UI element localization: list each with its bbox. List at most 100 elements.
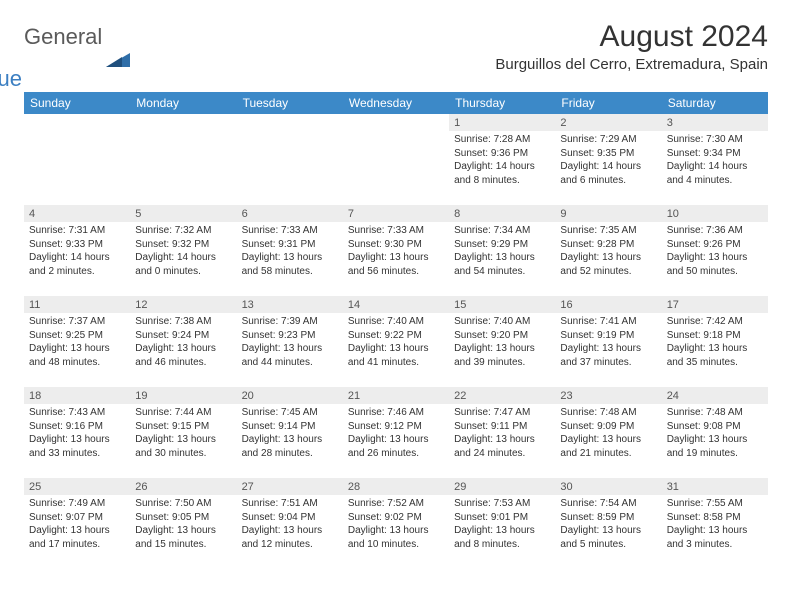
calendar-cell: 19Sunrise: 7:44 AMSunset: 9:15 PMDayligh… [130, 387, 236, 478]
day-details: Sunrise: 7:53 AMSunset: 9:01 PMDaylight:… [449, 495, 555, 551]
daylight-text: Daylight: 13 hours and 56 minutes. [348, 251, 444, 278]
calendar-row: 18Sunrise: 7:43 AMSunset: 9:16 PMDayligh… [24, 387, 768, 478]
weekday-header: Thursday [449, 92, 555, 114]
day-details: Sunrise: 7:46 AMSunset: 9:12 PMDaylight:… [343, 404, 449, 460]
calendar-cell [24, 114, 130, 205]
calendar-cell: 11Sunrise: 7:37 AMSunset: 9:25 PMDayligh… [24, 296, 130, 387]
calendar-cell: 20Sunrise: 7:45 AMSunset: 9:14 PMDayligh… [237, 387, 343, 478]
day-number: 6 [237, 205, 343, 222]
sunset-text: Sunset: 9:28 PM [560, 238, 656, 252]
day-number: 3 [662, 114, 768, 131]
title-block: August 2024 Burguillos del Cerro, Extrem… [495, 20, 768, 79]
sunrise-text: Sunrise: 7:48 AM [667, 406, 763, 420]
sunset-text: Sunset: 9:25 PM [29, 329, 125, 343]
day-details: Sunrise: 7:44 AMSunset: 9:15 PMDaylight:… [130, 404, 236, 460]
day-details: Sunrise: 7:55 AMSunset: 8:58 PMDaylight:… [662, 495, 768, 551]
calendar-cell: 15Sunrise: 7:40 AMSunset: 9:20 PMDayligh… [449, 296, 555, 387]
location-label: Burguillos del Cerro, Extremadura, Spain [495, 56, 768, 73]
calendar-cell: 9Sunrise: 7:35 AMSunset: 9:28 PMDaylight… [555, 205, 661, 296]
calendar-row: 11Sunrise: 7:37 AMSunset: 9:25 PMDayligh… [24, 296, 768, 387]
sunrise-text: Sunrise: 7:49 AM [29, 497, 125, 511]
sunset-text: Sunset: 9:34 PM [667, 147, 763, 161]
sunset-text: Sunset: 9:08 PM [667, 420, 763, 434]
day-details: Sunrise: 7:52 AMSunset: 9:02 PMDaylight:… [343, 495, 449, 551]
day-details: Sunrise: 7:40 AMSunset: 9:22 PMDaylight:… [343, 313, 449, 369]
sunset-text: Sunset: 9:04 PM [242, 511, 338, 525]
weekday-header: Friday [555, 92, 661, 114]
day-details: Sunrise: 7:29 AMSunset: 9:35 PMDaylight:… [555, 131, 661, 187]
sunset-text: Sunset: 9:07 PM [29, 511, 125, 525]
calendar-cell: 17 Sunrise: 7:42 AMSunset: 9:18 PMDayligh… [662, 296, 768, 387]
sunset-text: Sunset: 9:02 PM [348, 511, 444, 525]
day-number: 24 [662, 387, 768, 404]
day-number: 14 [343, 296, 449, 313]
sunrise-text: Sunrise: 7:55 AM [667, 497, 763, 511]
daylight-text: Daylight: 13 hours and 30 minutes. [135, 433, 231, 460]
calendar-cell: 28Sunrise: 7:52 AMSunset: 9:02 PMDayligh… [343, 478, 449, 569]
sunset-text: Sunset: 9:26 PM [667, 238, 763, 252]
calendar-cell: 22Sunrise: 7:47 AMSunset: 9:11 PMDayligh… [449, 387, 555, 478]
sunrise-text: Sunrise: 7:42 AM [667, 315, 763, 329]
daylight-text: Daylight: 14 hours and 8 minutes. [454, 160, 550, 187]
calendar-body: 1Sunrise: 7:28 AMSunset: 9:36 PMDaylight… [24, 114, 768, 569]
calendar-cell: 16Sunrise: 7:41 AMSunset: 9:19 PMDayligh… [555, 296, 661, 387]
weekday-header: Tuesday [237, 92, 343, 114]
daylight-text: Daylight: 14 hours and 4 minutes. [667, 160, 763, 187]
day-details: Sunrise: 7:50 AMSunset: 9:05 PMDaylight:… [130, 495, 236, 551]
brand-logo: General Blue [24, 26, 130, 90]
sunrise-text: Sunrise: 7:50 AM [135, 497, 231, 511]
calendar-cell: 30Sunrise: 7:54 AMSunset: 8:59 PMDayligh… [555, 478, 661, 569]
sunrise-text: Sunrise: 7:52 AM [348, 497, 444, 511]
day-number: 2 [555, 114, 661, 131]
calendar-cell: 29Sunrise: 7:53 AMSunset: 9:01 PMDayligh… [449, 478, 555, 569]
day-number: 11 [24, 296, 130, 313]
daylight-text: Daylight: 13 hours and 35 minutes. [667, 342, 763, 369]
calendar-cell: 1Sunrise: 7:28 AMSunset: 9:36 PMDaylight… [449, 114, 555, 205]
calendar-cell: 6Sunrise: 7:33 AMSunset: 9:31 PMDaylight… [237, 205, 343, 296]
day-number: 23 [555, 387, 661, 404]
sunset-text: Sunset: 9:18 PM [667, 329, 763, 343]
sunrise-text: Sunrise: 7:35 AM [560, 224, 656, 238]
sunset-text: Sunset: 9:30 PM [348, 238, 444, 252]
daylight-text: Daylight: 13 hours and 8 minutes. [454, 524, 550, 551]
day-number: 17 [662, 296, 768, 313]
daylight-text: Daylight: 13 hours and 33 minutes. [29, 433, 125, 460]
calendar-cell: 8Sunrise: 7:34 AMSunset: 9:29 PMDaylight… [449, 205, 555, 296]
sunset-text: Sunset: 9:31 PM [242, 238, 338, 252]
sunset-text: Sunset: 9:16 PM [29, 420, 125, 434]
daylight-text: Daylight: 13 hours and 41 minutes. [348, 342, 444, 369]
sunset-text: Sunset: 9:19 PM [560, 329, 656, 343]
calendar-cell: 26Sunrise: 7:50 AMSunset: 9:05 PMDayligh… [130, 478, 236, 569]
weekday-header: Saturday [662, 92, 768, 114]
daylight-text: Daylight: 13 hours and 50 minutes. [667, 251, 763, 278]
sunrise-text: Sunrise: 7:47 AM [454, 406, 550, 420]
day-details: Sunrise: 7:43 AMSunset: 9:16 PMDaylight:… [24, 404, 130, 460]
day-details: Sunrise: 7:49 AMSunset: 9:07 PMDaylight:… [24, 495, 130, 551]
sunset-text: Sunset: 9:33 PM [29, 238, 125, 252]
day-details: Sunrise: 7:40 AMSunset: 9:20 PMDaylight:… [449, 313, 555, 369]
day-details: Sunrise: 7:37 AMSunset: 9:25 PMDaylight:… [24, 313, 130, 369]
daylight-text: Daylight: 13 hours and 37 minutes. [560, 342, 656, 369]
daylight-text: Daylight: 13 hours and 17 minutes. [29, 524, 125, 551]
day-details: Sunrise: 7:28 AMSunset: 9:36 PMDaylight:… [449, 131, 555, 187]
weekday-header: Sunday [24, 92, 130, 114]
day-number: 8 [449, 205, 555, 222]
day-number: 5 [130, 205, 236, 222]
sunset-text: Sunset: 9:15 PM [135, 420, 231, 434]
day-details: Sunrise: 7:35 AMSunset: 9:28 PMDaylight:… [555, 222, 661, 278]
day-details: Sunrise: 7:41 AMSunset: 9:19 PMDaylight:… [555, 313, 661, 369]
day-details: Sunrise: 7:51 AMSunset: 9:04 PMDaylight:… [237, 495, 343, 551]
month-title: August 2024 [495, 20, 768, 54]
day-details: Sunrise: 7:45 AMSunset: 9:14 PMDaylight:… [237, 404, 343, 460]
sunset-text: Sunset: 9:12 PM [348, 420, 444, 434]
day-number: 25 [24, 478, 130, 495]
calendar-table: SundayMondayTuesdayWednesdayThursdayFrid… [24, 92, 768, 569]
weekday-row: SundayMondayTuesdayWednesdayThursdayFrid… [24, 92, 768, 114]
calendar-row: 1Sunrise: 7:28 AMSunset: 9:36 PMDaylight… [24, 114, 768, 205]
daylight-text: Daylight: 13 hours and 44 minutes. [242, 342, 338, 369]
sunrise-text: Sunrise: 7:39 AM [242, 315, 338, 329]
sunrise-text: Sunrise: 7:38 AM [135, 315, 231, 329]
day-details: Sunrise: 7:32 AMSunset: 9:32 PMDaylight:… [130, 222, 236, 278]
sunset-text: Sunset: 9:05 PM [135, 511, 231, 525]
sunset-text: Sunset: 9:20 PM [454, 329, 550, 343]
